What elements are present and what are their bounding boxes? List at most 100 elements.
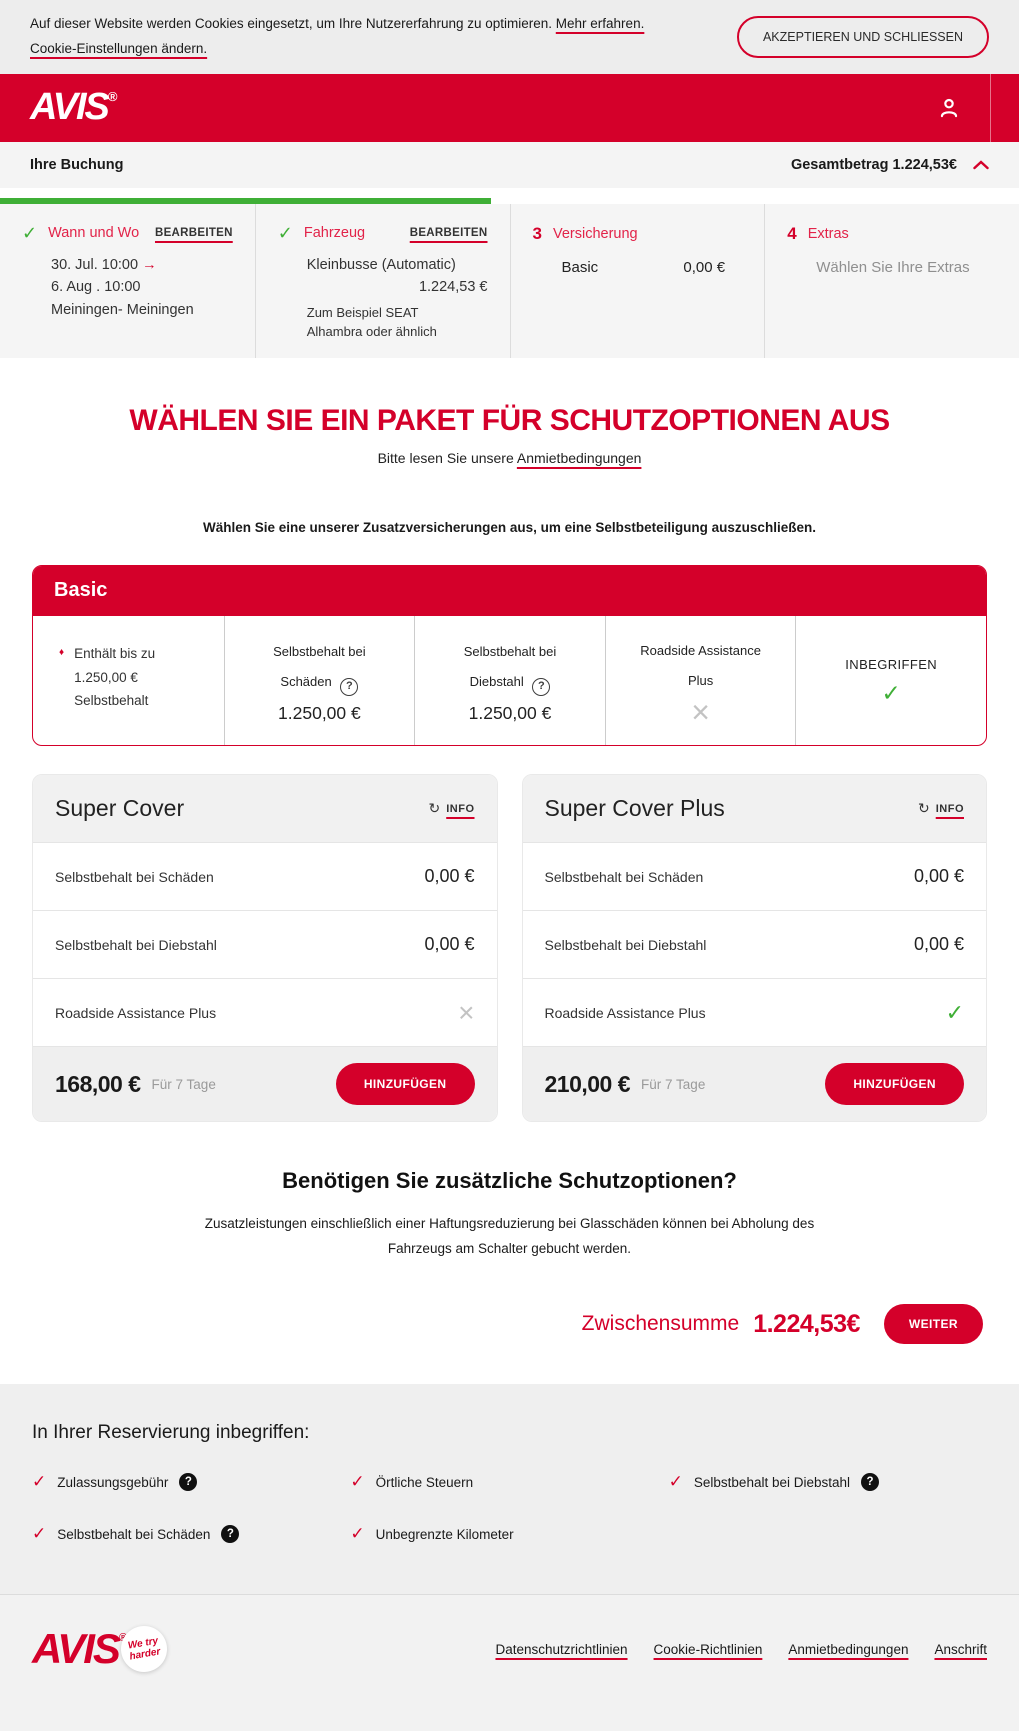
card-row-roadside: Roadside Assistance Plus × — [33, 978, 497, 1046]
step-fahrzeug: ✓ Fahrzeug BEARBEITEN Kleinbusse (Automa… — [254, 203, 510, 358]
super-cover-info-link[interactable]: ↻ INFO — [428, 800, 475, 817]
footer-link-anmietbedingungen[interactable]: Anmietbedingungen — [788, 1641, 909, 1657]
extras-hint: Wählen Sie Ihre Extras — [816, 258, 970, 276]
we-try-harder-badge: We try harder — [117, 1622, 171, 1676]
help-question-icon[interactable]: ? — [221, 1525, 240, 1544]
theft-label: Selbstbehalt bei Diebstahl ? — [464, 637, 556, 697]
card-row-theft: Selbstbehalt bei Diebstahl 0,00 € — [33, 910, 497, 978]
basic-card-title: Basic — [33, 565, 986, 616]
check-icon: ✓ — [668, 1472, 683, 1492]
card-period: Für 7 Tage — [151, 1076, 216, 1092]
topbar-right — [908, 73, 1019, 142]
basic-theft-cell: Selbstbehalt bei Diebstahl ? 1.250,00 € — [414, 615, 605, 746]
included-item-label: Selbstbehalt bei Schäden — [57, 1526, 211, 1542]
edit-vehicle-button[interactable]: BEARBEITEN — [409, 226, 488, 239]
theft-value: 1.250,00 € — [468, 702, 552, 723]
cookie-more-link[interactable]: Mehr erfahren. — [555, 16, 645, 31]
booking-total-toggle[interactable]: Gesamtbetrag 1.224,53€ — [791, 157, 989, 173]
vehicle-price: 1.224,53 € — [418, 279, 488, 296]
refresh-icon: ↻ — [917, 800, 930, 817]
vehicle-name: Kleinbusse (Automatic) — [306, 256, 456, 273]
anmietbedingungen-link[interactable]: Anmietbedingungen — [516, 449, 642, 466]
footer-link-anschrift[interactable]: Anschrift — [934, 1641, 987, 1657]
cookie-settings-link[interactable]: Cookie-Einstellungen ändern. — [30, 40, 208, 56]
insurance-price: 0,00 € — [683, 258, 726, 276]
cross-icon: × — [691, 693, 710, 730]
help-question-icon[interactable]: ? — [861, 1473, 880, 1492]
card-title: Super Cover — [55, 795, 185, 822]
basic-feature-text: Enthält bis zu 1.250,00 € Selbstbehalt — [74, 645, 156, 709]
damage-label: Selbstbehalt bei Schäden ? — [273, 637, 366, 697]
card-title: Super Cover Plus — [544, 795, 725, 822]
step-number: 4 — [787, 223, 797, 243]
page-subtitle: Bitte lesen Sie unsere Anmietbedingungen — [377, 449, 642, 466]
insurance-plan: Basic — [561, 258, 599, 276]
check-icon: ✓ — [32, 1472, 47, 1492]
account-button[interactable] — [908, 74, 990, 142]
booking-total: Gesamtbetrag 1.224,53€ — [790, 156, 957, 173]
weiter-button[interactable]: WEITER — [883, 1304, 983, 1345]
footer-links: Datenschutzrichtlinien Cookie-Richtlinie… — [495, 1642, 987, 1657]
cookie-accept-button[interactable]: AKZEPTIEREN UND SCHLIESSEN — [736, 15, 989, 58]
cookie-text: Auf dieser Website werden Cookies einges… — [30, 12, 644, 62]
topbar-divider — [990, 73, 991, 142]
diamond-icon: ♦ — [59, 646, 65, 658]
footer-link-datenschutz[interactable]: Datenschutzrichtlinien — [495, 1641, 628, 1657]
page-title: WÄHLEN SIE EIN PAKET FÜR SCHUTZOPTIONEN … — [129, 403, 890, 437]
check-icon: ✓ — [350, 1472, 365, 1492]
step-number: 3 — [532, 223, 542, 243]
step-extras: 4 Extras Wählen Sie Ihre Extras — [764, 203, 1019, 358]
footer-link-cookie[interactable]: Cookie-Richtlinien — [653, 1641, 763, 1657]
footer-avis-logo[interactable]: AVIS® We try harder — [32, 1622, 171, 1676]
help-question-icon[interactable]: ? — [179, 1473, 198, 1492]
check-icon: ✓ — [22, 222, 38, 243]
progress-done-bar — [0, 197, 492, 204]
included-item: ✓ Selbstbehalt bei Schäden ? — [32, 1524, 350, 1544]
card-row-damage: Selbstbehalt bei Schäden 0,00 € — [522, 842, 986, 910]
step-title: Versicherung — [552, 225, 638, 242]
included-label: INBEGRIFFEN — [845, 656, 938, 672]
booking-summary-bar: Ihre Buchung Gesamtbetrag 1.224,53€ — [0, 141, 1019, 188]
included-item: ✓ Selbstbehalt bei Diebstahl ? — [669, 1472, 987, 1492]
chevron-up-icon[interactable] — [973, 160, 989, 170]
included-item: ✓ Örtliche Steuern — [350, 1472, 668, 1492]
step-versicherung: 3 Versicherung Basic 0,00 € — [509, 203, 765, 358]
step-title: Extras — [807, 225, 849, 242]
progress-track — [0, 197, 1019, 204]
basic-included-cell: INBEGRIFFEN ✓ — [795, 615, 986, 746]
step-title[interactable]: Wann und Wo — [48, 224, 140, 241]
help-question-icon[interactable]: ? — [340, 677, 359, 696]
vehicle-example: Zum Beispiel SEAT Alhambra oder ähnlich — [306, 304, 437, 340]
add-super-cover-plus-button[interactable]: HINZUFÜGEN — [825, 1063, 964, 1106]
card-period: Für 7 Tage — [641, 1076, 706, 1092]
subtotal-row: Zwischensumme 1.224,53€ WEITER — [36, 1304, 983, 1345]
included-item-label: Zulassungsgebühr — [57, 1474, 169, 1490]
booking-steps: ✓ Wann und Wo BEARBEITEN 30. Jul. 10:00 … — [0, 197, 1019, 358]
site-footer: AVIS® We try harder Datenschutzrichtlini… — [0, 1594, 1019, 1731]
step-wann-und-wo: ✓ Wann und Wo BEARBEITEN 30. Jul. 10:00 … — [0, 204, 255, 358]
card-price: 168,00 € — [55, 1070, 141, 1097]
registered-mark: ® — [107, 89, 118, 105]
top-navigation-bar: AVIS® — [0, 73, 1019, 142]
topbar-endcap — [991, 74, 1019, 142]
step-title[interactable]: Fahrzeug — [303, 224, 366, 241]
card-row-theft: Selbstbehalt bei Diebstahl 0,00 € — [522, 910, 986, 978]
avis-logo[interactable]: AVIS® — [30, 86, 118, 129]
card-price: 210,00 € — [544, 1070, 631, 1097]
help-question-icon[interactable]: ? — [532, 677, 551, 696]
add-super-cover-button[interactable]: HINZUFÜGEN — [335, 1063, 475, 1106]
person-icon — [940, 98, 958, 118]
check-icon: ✓ — [350, 1524, 365, 1544]
super-cover-card: Super Cover ↻ INFO Selbstbehalt bei Schä… — [32, 774, 498, 1123]
booking-title: Ihre Buchung — [30, 156, 124, 173]
included-item: ✓ Unbegrenzte Kilometer — [350, 1524, 668, 1544]
included-item: ✓ Zulassungsgebühr ? — [32, 1472, 350, 1492]
additional-options-title: Benötigen Sie zusätzliche Schutzoptionen… — [282, 1168, 737, 1194]
edit-dates-button[interactable]: BEARBEITEN — [154, 226, 233, 239]
card-row-damage: Selbstbehalt bei Schäden 0,00 € — [33, 842, 497, 910]
super-cover-plus-info-link[interactable]: ↻ INFO — [917, 800, 964, 817]
card-row-roadside: Roadside Assistance Plus ✓ — [522, 978, 986, 1046]
check-icon: ✓ — [881, 679, 901, 706]
check-icon: ✓ — [32, 1524, 47, 1544]
cookie-message: Auf dieser Website werden Cookies einges… — [30, 16, 553, 31]
